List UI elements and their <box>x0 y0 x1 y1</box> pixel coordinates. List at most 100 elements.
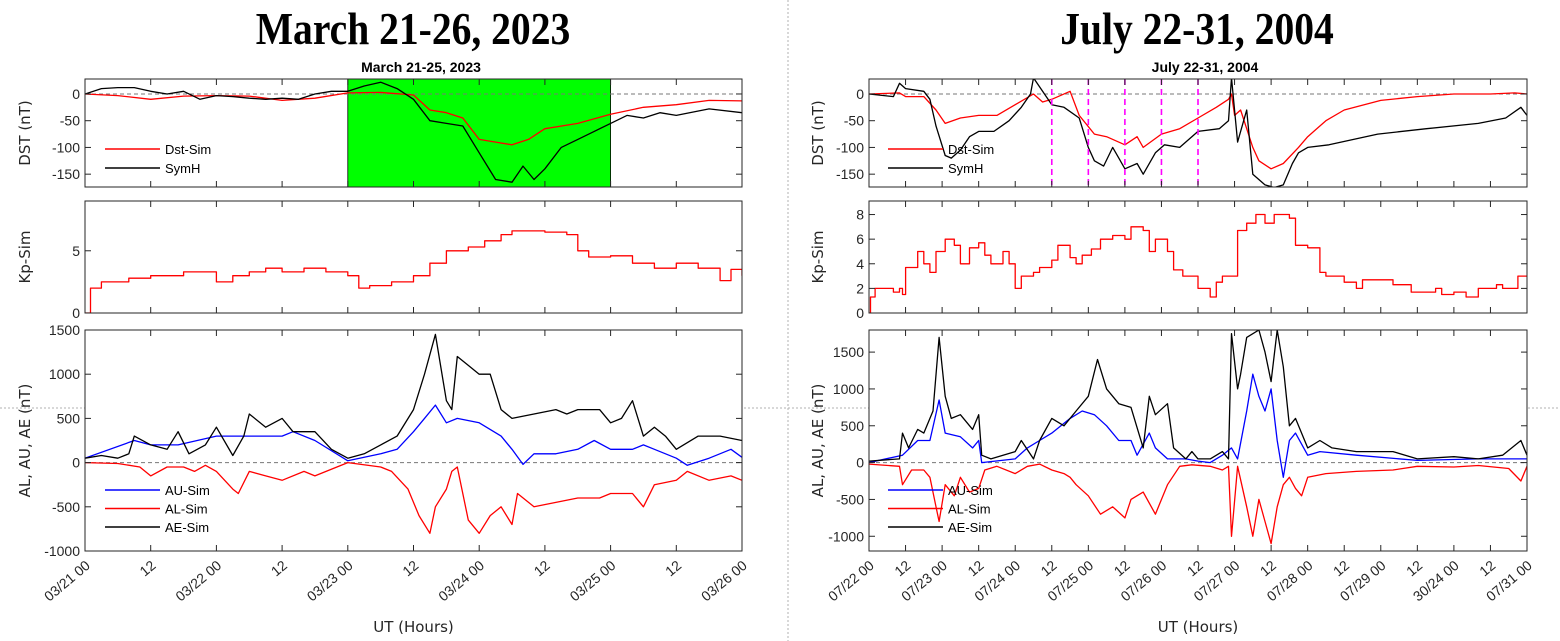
series-group <box>85 230 742 313</box>
legend-label: AE-Sim <box>948 520 992 535</box>
x-tick-label: 12 <box>1403 557 1425 579</box>
chart-0: March 21-26, 2023 March 21-25, 2023 0 -50 -1… <box>16 4 750 636</box>
plot-area <box>85 330 742 551</box>
legend-label: AU-Sim <box>165 483 210 498</box>
x-tick-label: 12 <box>662 557 684 579</box>
legend-label: AL-Sim <box>165 502 208 517</box>
x-tick-label: 12 <box>531 557 553 579</box>
x-tick-label: 12 <box>1037 557 1059 579</box>
series-group <box>869 330 1527 545</box>
y-tick-label: -100 <box>52 139 80 155</box>
y-tick-label: -50 <box>60 113 80 129</box>
legend-label: SymH <box>948 161 983 176</box>
x-tick-label: 12 <box>891 557 913 579</box>
x-tick-label: 12 <box>1330 557 1352 579</box>
y-axis-label: AL, AU, AE (nT) <box>16 384 34 498</box>
legend-label: AL-Sim <box>948 502 991 517</box>
y-tick-label: 1000 <box>49 366 80 382</box>
y-tick-label: -500 <box>52 499 80 515</box>
x-tick-label: 12 <box>964 557 986 579</box>
series-group <box>85 81 742 183</box>
x-tick-label: 12 <box>268 557 290 579</box>
plot-area <box>869 201 1527 313</box>
series-al-sim-line <box>85 461 742 534</box>
x-tick-label: 07/22 00 <box>825 557 877 604</box>
x-axis-label: UT (Hours) <box>373 618 454 636</box>
plot-area <box>85 201 742 313</box>
panel-1: 0 5 Kp-Sim <box>16 200 743 321</box>
series-kp-sim-line <box>85 230 742 313</box>
x-tick-label: 03/25 00 <box>566 557 618 604</box>
series-au-sim-line <box>869 373 1527 478</box>
y-tick-label: -1000 <box>828 528 864 544</box>
x-tick-label: 12 <box>136 557 158 579</box>
y-tick-label: 0 <box>856 305 864 321</box>
y-tick-label: 500 <box>57 410 81 426</box>
x-tick-label: 12 <box>1476 557 1498 579</box>
y-tick-label: -150 <box>52 166 80 182</box>
plot-area <box>869 330 1527 551</box>
series-ae-sim-line <box>869 330 1527 462</box>
y-tick-label: -500 <box>836 491 864 507</box>
series-au-sim-line <box>85 404 742 466</box>
series-symh-line <box>85 81 742 183</box>
chart-title: July 22-31, 2004 <box>1060 4 1334 54</box>
y-tick-label: 1500 <box>833 344 864 360</box>
y-axis-label: DST (nT) <box>16 100 34 165</box>
y-tick-label: 4 <box>856 256 864 272</box>
x-tick-label: 03/21 00 <box>41 557 93 604</box>
y-tick-label: 8 <box>856 207 864 223</box>
y-tick-label: -150 <box>836 166 864 182</box>
series-dst-sim-line <box>869 90 1527 170</box>
x-tick-label: 12 <box>399 557 421 579</box>
panel-subtitle: July 22-31, 2004 <box>1152 59 1259 75</box>
legend-label: Dst-Sim <box>165 142 211 157</box>
y-axis-label: Kp-Sim <box>809 230 827 283</box>
x-tick-label: 03/26 00 <box>698 557 750 604</box>
series-kp-sim-line <box>869 213 1527 313</box>
panel-0: 0 -50 -100 -150 DST (nT) Dst-Sim SymH <box>809 78 1528 188</box>
y-tick-label: -100 <box>836 139 864 155</box>
chart-1: July 22-31, 2004 July 22-31, 2004 0 -50 -100… <box>809 4 1535 636</box>
y-tick-label: 0 <box>856 86 864 102</box>
series-group <box>869 213 1527 313</box>
y-tick-label: 0 <box>72 86 80 102</box>
y-tick-label: 0 <box>72 455 80 471</box>
x-tick-label: 12 <box>1184 557 1206 579</box>
legend-label: AU-Sim <box>948 483 993 498</box>
y-tick-label: 1500 <box>49 322 80 338</box>
shaded-interval <box>347 78 611 188</box>
y-axis-label: DST (nT) <box>809 100 827 165</box>
x-tick-label: 03/22 00 <box>172 557 224 604</box>
x-tick-label: 12 <box>1257 557 1279 579</box>
panel-2: 1500 1000 500 0 -500 -1000 AL, AU, AE (nT) AU-S… <box>809 329 1528 552</box>
y-tick-label: -50 <box>844 113 864 129</box>
series-al-sim-line <box>869 463 1527 545</box>
panel-2: 1500 1000 500 0 -500 -1000 AL, AU, AE (nT) AU-S… <box>16 322 743 559</box>
series-symh-line <box>869 79 1527 187</box>
panel-1: 0 2 4 6 8 Kp-Sim <box>809 200 1528 321</box>
chart-title: March 21-26, 2023 <box>256 4 571 54</box>
series-ae-sim-line <box>85 333 742 459</box>
y-tick-label: 6 <box>856 231 864 247</box>
panel-subtitle: March 21-25, 2023 <box>361 59 481 75</box>
y-tick-label: 5 <box>72 243 80 259</box>
y-axis-label: Kp-Sim <box>16 230 34 283</box>
y-tick-label: 2 <box>856 280 864 296</box>
series-group <box>85 333 742 534</box>
y-axis-label: AL, AU, AE (nT) <box>809 384 827 498</box>
x-axis-label: UT (Hours) <box>1158 618 1239 636</box>
x-tick-label: 03/24 00 <box>435 557 487 604</box>
y-tick-label: 1000 <box>833 381 864 397</box>
series-group <box>869 79 1527 187</box>
y-tick-label: 0 <box>856 455 864 471</box>
y-tick-label: 0 <box>72 305 80 321</box>
panel-0: 0 -50 -100 -150 DST (nT) Dst-Sim SymH <box>16 78 743 188</box>
x-tick-label: 03/23 00 <box>304 557 356 604</box>
legend-label: SymH <box>165 161 200 176</box>
x-tick-label: 12 <box>1111 557 1133 579</box>
y-tick-label: 500 <box>841 418 865 434</box>
y-tick-label: -1000 <box>44 543 80 559</box>
legend-label: AE-Sim <box>165 520 209 535</box>
